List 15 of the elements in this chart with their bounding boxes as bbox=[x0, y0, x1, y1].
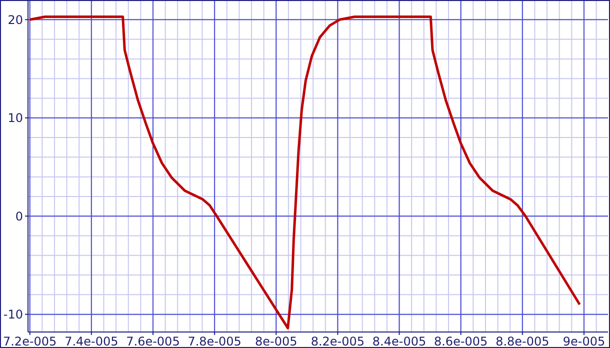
y-tick-label: 0 bbox=[15, 209, 23, 224]
x-tick-label: 8.8e-005 bbox=[496, 334, 550, 348]
y-tick-label: 20 bbox=[8, 12, 23, 27]
y-tick-label: -10 bbox=[3, 308, 23, 322]
x-tick-label: 7.6e-005 bbox=[126, 334, 180, 348]
x-tick-label: 8.2e-005 bbox=[310, 334, 365, 348]
line-series bbox=[28, 15, 581, 330]
x-tick-label: 8.4e-005 bbox=[372, 334, 426, 348]
x-tick-label: 9e-005 bbox=[562, 334, 606, 348]
x-tick-label: 7.4e-005 bbox=[64, 334, 118, 348]
y-tick-label: 10 bbox=[8, 111, 23, 126]
x-tick-label: 8.6e-005 bbox=[434, 334, 488, 348]
x-tick-label: 7.8e-005 bbox=[188, 334, 242, 348]
x-tick-label: 8e-005 bbox=[255, 334, 298, 348]
x-tick-label: 7.2e-005 bbox=[2, 334, 57, 348]
